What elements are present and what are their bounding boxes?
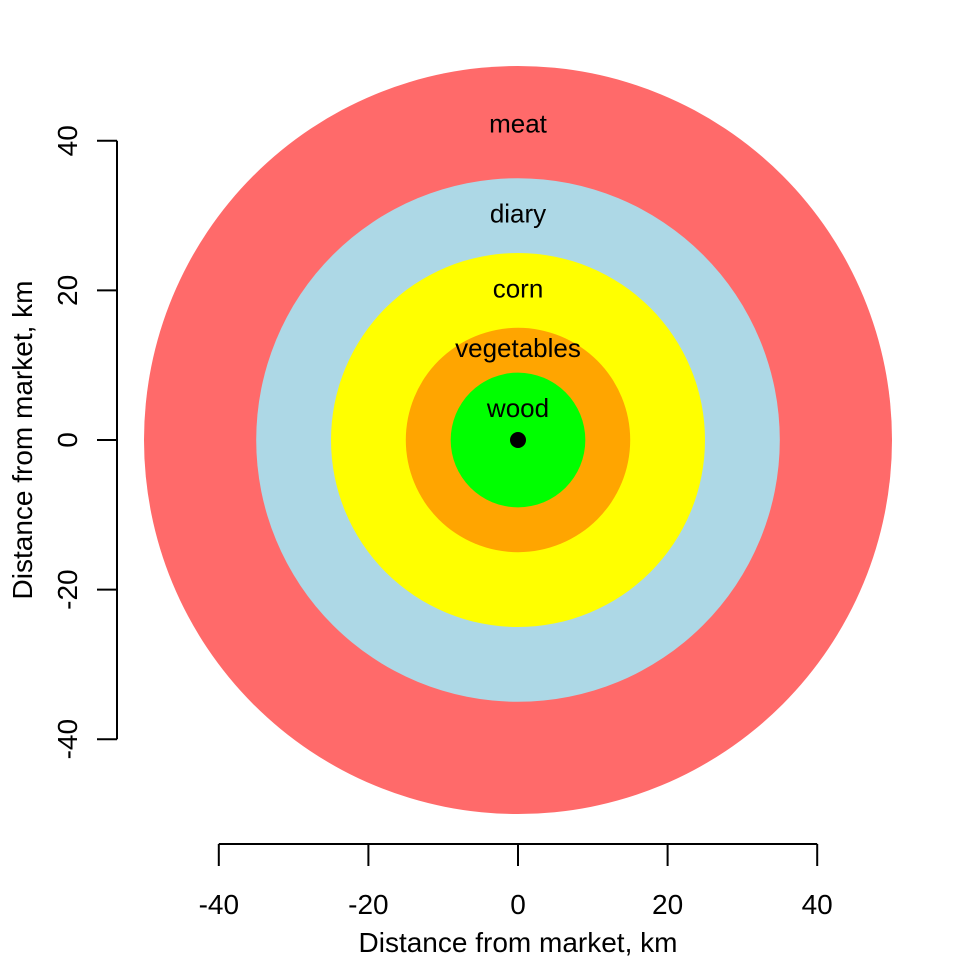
- y-tick-label: -20: [52, 569, 83, 609]
- market-layer: [510, 432, 526, 448]
- y-tick-label: -40: [52, 719, 83, 759]
- ring-labels-layer: meat diary corn vegetables wood: [455, 109, 581, 423]
- x-tick-label: 20: [652, 889, 683, 920]
- ring-label-vegetables: vegetables: [455, 333, 581, 363]
- y-tick-label: 20: [52, 275, 83, 306]
- x-tick-label: -20: [348, 889, 388, 920]
- x-tick-label: 40: [802, 889, 833, 920]
- ring-label-diary: diary: [490, 198, 546, 228]
- ring-label-meat: meat: [489, 109, 548, 139]
- y-tick-label: 0: [52, 432, 83, 448]
- y-axis-title: Distance from market, km: [7, 281, 38, 600]
- y-axis: -40 -20 0 20 40: [52, 125, 118, 759]
- ring-label-wood: wood: [486, 393, 549, 423]
- x-axis-title: Distance from market, km: [359, 927, 678, 958]
- ring-label-corn: corn: [493, 273, 544, 303]
- x-tick-label: -40: [199, 889, 239, 920]
- y-tick-label: 40: [52, 125, 83, 156]
- x-tick-label: 0: [510, 889, 526, 920]
- x-axis: -40 -20 0 20 40: [199, 843, 833, 920]
- market-point: [510, 432, 526, 448]
